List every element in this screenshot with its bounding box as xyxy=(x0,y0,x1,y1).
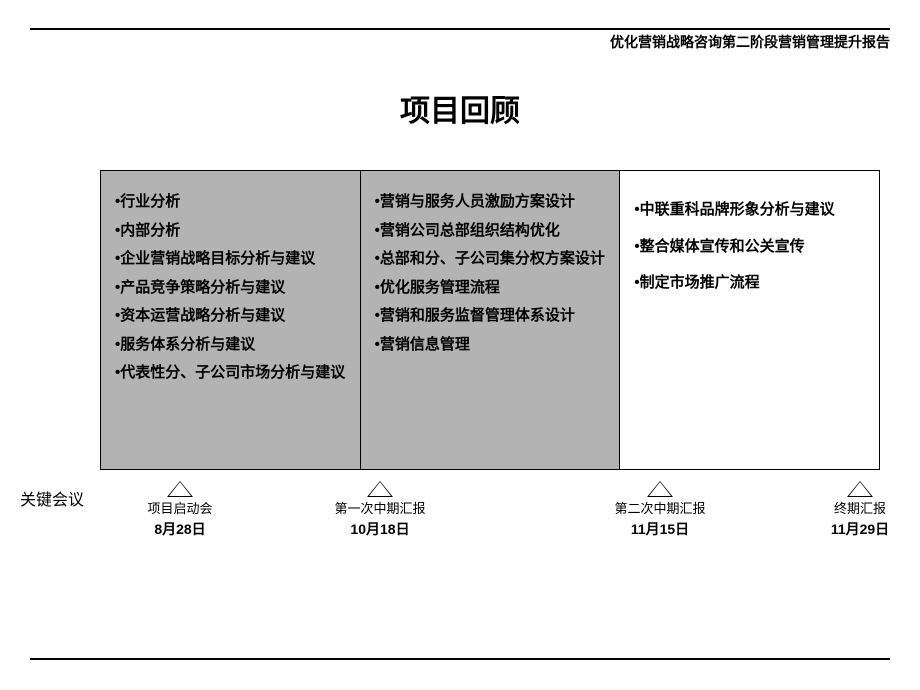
milestone-date: 10月18日 xyxy=(310,519,450,539)
milestone-4: 终期汇报 11月29日 xyxy=(790,482,920,539)
milestones-row: 项目启动会 8月28日 第一次中期汇报 10月18日 第二次中期汇报 11月15… xyxy=(90,482,900,552)
phase-item: •整合媒体宣传和公关宣传 xyxy=(634,236,865,259)
milestone-label: 第二次中期汇报 xyxy=(590,498,730,517)
phase-item: •制定市场推广流程 xyxy=(634,272,865,295)
phase-item: •内部分析 xyxy=(115,220,346,243)
phase-item: •产品竞争策略分析与建议 xyxy=(115,277,346,300)
phase-item: •营销与服务人员激励方案设计 xyxy=(375,191,606,214)
header-text: 优化营销战略咨询第二阶段营销管理提升报告 xyxy=(610,32,890,52)
milestone-date: 11月29日 xyxy=(790,519,920,539)
phase-item: •代表性分、子公司市场分析与建议 xyxy=(115,362,346,385)
milestone-label: 第一次中期汇报 xyxy=(310,498,450,517)
milestone-label: 终期汇报 xyxy=(790,498,920,517)
phase-item: •服务体系分析与建议 xyxy=(115,334,346,357)
phase-item: •资本运营战略分析与建议 xyxy=(115,305,346,328)
phase-3: •中联重科品牌形象分析与建议 •整合媒体宣传和公关宣传 •制定市场推广流程 xyxy=(620,171,879,469)
phase-item: •营销信息管理 xyxy=(375,334,606,357)
milestone-1: 项目启动会 8月28日 xyxy=(110,482,250,539)
page-title: 项目回顾 xyxy=(0,86,920,130)
milestone-date: 11月15日 xyxy=(590,519,730,539)
phase-item: •企业营销战略目标分析与建议 xyxy=(115,248,346,271)
milestone-label: 项目启动会 xyxy=(110,498,250,517)
milestone-2: 第一次中期汇报 10月18日 xyxy=(310,482,450,539)
triangle-icon xyxy=(169,482,191,496)
phase-item: •行业分析 xyxy=(115,191,346,214)
triangle-icon xyxy=(649,482,671,496)
key-meetings-label: 关键会议 xyxy=(20,486,84,510)
phase-item: •总部和分、子公司集分权方案设计 xyxy=(375,248,606,271)
bottom-rule xyxy=(30,658,890,660)
triangle-icon xyxy=(369,482,391,496)
milestone-3: 第二次中期汇报 11月15日 xyxy=(590,482,730,539)
triangle-icon xyxy=(849,482,871,496)
phases-container: •行业分析 •内部分析 •企业营销战略目标分析与建议 •产品竞争策略分析与建议 … xyxy=(100,170,880,470)
phase-item: •营销公司总部组织结构优化 xyxy=(375,220,606,243)
phase-1: •行业分析 •内部分析 •企业营销战略目标分析与建议 •产品竞争策略分析与建议 … xyxy=(101,171,361,469)
phase-2: •营销与服务人员激励方案设计 •营销公司总部组织结构优化 •总部和分、子公司集分… xyxy=(361,171,621,469)
top-rule xyxy=(30,28,890,30)
phase-item: •中联重科品牌形象分析与建议 xyxy=(634,199,865,222)
phase-item: •优化服务管理流程 xyxy=(375,277,606,300)
milestone-date: 8月28日 xyxy=(110,519,250,539)
phase-item: •营销和服务监督管理体系设计 xyxy=(375,305,606,328)
